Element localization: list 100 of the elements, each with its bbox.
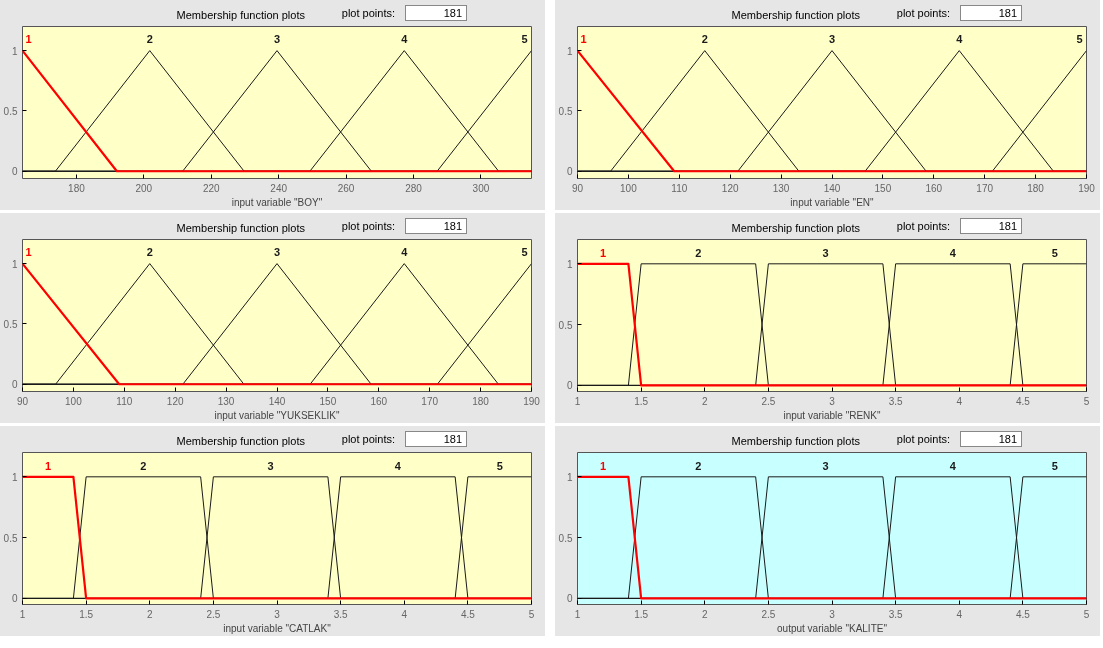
text: plot points: [896,6,950,21]
series-label: 2 [140,459,147,472]
x-tick-label: 1.5 [79,608,94,620]
y-tick-label: 1 [566,471,573,483]
text: 181 [443,6,462,21]
x-tick-label: 1.5 [634,395,649,407]
series-label: 4 [956,33,964,46]
x-axis-title: input variable "CATLAK" [223,622,332,634]
x-tick-label: 130 [217,395,235,407]
series-label: 3 [273,33,281,46]
series-label: 3 [822,459,829,472]
x-tick-label: 4 [956,608,963,620]
text: plot points: [341,219,395,234]
series-label: 5 [496,459,503,472]
x-tick-label: 190 [1078,182,1096,194]
series-label: 2 [695,459,702,472]
series-label: 2 [695,246,702,259]
y-tick-label: 0 [11,593,18,605]
x-tick-label: 280 [405,182,423,194]
x-tick-label: 200 [135,182,153,194]
x-tick-label: 170 [976,182,994,194]
series-label: 1 [580,33,587,46]
text: 181 [998,219,1017,234]
x-tick-label: 4 [956,395,963,407]
x-tick-label: 240 [270,182,288,194]
series-label: 4 [401,246,409,259]
text: 181 [443,219,462,234]
x-tick-label: 3 [829,395,836,407]
x-axis-title: input variable "RENK" [783,409,882,421]
series-label: 1 [25,246,32,259]
x-tick-label: 4.5 [460,608,476,620]
x-tick-label: 5 [528,608,535,620]
y-tick-label: 0 [11,379,18,391]
y-tick-label: 0.5 [558,105,573,117]
series-label: 3 [828,33,836,46]
x-tick-label: 1.5 [634,608,649,620]
x-tick-label: 260 [337,182,355,194]
x-tick-label: 140 [823,182,841,194]
y-tick-label: 1 [11,471,18,483]
text: plot points: [341,6,395,21]
x-tick-label: 3.5 [333,608,349,620]
y-tick-label: 1 [11,258,18,270]
x-tick-label: 90 [16,395,29,407]
series-label: 5 [521,33,528,46]
x-tick-label: 3 [829,608,836,620]
x-tick-label: 150 [319,395,337,407]
text: plot points: [896,432,950,447]
x-tick-label: 2.5 [206,608,221,620]
y-tick-label: 0.5 [3,105,18,117]
series-label: 5 [1051,459,1058,472]
x-tick-label: 100 [620,182,638,194]
series-label: 3 [273,246,281,259]
series-label: 1 [44,459,52,472]
x-tick-label: 300 [472,182,490,194]
x-tick-label: 1 [574,395,581,407]
x-tick-label: 1 [574,608,581,620]
y-tick-label: 0.5 [558,532,573,544]
x-tick-label: 4.5 [1015,608,1031,620]
y-tick-label: 0 [11,166,18,178]
series-label: 1 [599,246,607,259]
series-label: 2 [701,33,708,46]
x-tick-label: 130 [772,182,790,194]
series-label: 1 [599,459,607,472]
series-label: 5 [521,246,528,259]
x-axis-title: input variable "BOY" [231,196,323,208]
x-tick-label: 110 [671,182,688,194]
x-tick-label: 180 [68,182,86,194]
x-tick-label: 180 [1027,182,1045,194]
x-axis-title: input variable "YUKSEKLIK" [214,409,340,421]
text: plot points: [341,432,395,447]
series-label: 4 [949,246,957,259]
x-tick-label: 2 [146,608,153,620]
y-tick-label: 1 [11,45,18,57]
x-tick-label: 3 [274,608,281,620]
chart-title: Membership function plots [731,8,860,23]
x-tick-label: 100 [65,395,83,407]
x-tick-label: 120 [166,395,184,407]
x-tick-label: 150 [874,182,892,194]
text: plot points: [896,219,950,234]
x-tick-label: 90 [571,182,584,194]
series-label: 2 [146,246,153,259]
y-tick-label: 0 [566,380,573,392]
x-tick-label: 160 [370,395,388,407]
x-tick-label: 4 [401,608,408,620]
x-axis-title: output variable "KALITE" [777,622,888,634]
x-tick-label: 5 [1083,395,1090,407]
x-tick-label: 2.5 [761,395,776,407]
y-tick-label: 0 [566,593,573,605]
y-tick-label: 0.5 [558,319,573,331]
series-label: 4 [949,459,957,472]
x-tick-label: 110 [116,395,133,407]
y-tick-label: 1 [566,45,573,57]
series-label: 3 [267,459,274,472]
series-label: 5 [1076,33,1083,46]
x-tick-label: 4.5 [1015,395,1031,407]
chart-title: Membership function plots [731,434,860,449]
text: 181 [998,6,1017,21]
x-tick-label: 120 [721,182,739,194]
chart-title: Membership function plots [176,221,305,236]
text: 181 [998,432,1017,447]
